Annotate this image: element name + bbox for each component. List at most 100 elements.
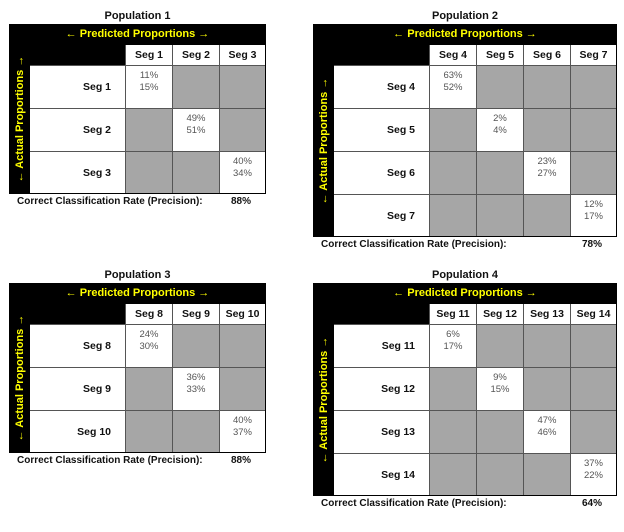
row-header: Seg 1 (30, 65, 125, 108)
diagonal-cell: 37% 22% (570, 453, 616, 495)
predicted-proportion: 37% (583, 458, 603, 469)
diagonal-cell: 9% 15% (476, 367, 523, 410)
column-header: Seg 5 (476, 45, 523, 65)
off-diagonal-cell (570, 367, 616, 410)
actual-proportion: 30% (139, 341, 159, 352)
row-header: Seg 4 (334, 65, 429, 108)
diagonal-cell: 63% 52% (429, 65, 476, 108)
actual-proportion: 33% (186, 384, 206, 395)
actual-proportion: 15% (139, 82, 159, 93)
row-header: Seg 6 (334, 151, 429, 194)
off-diagonal-cell (172, 324, 219, 367)
diagonal-cell: 23% 27% (523, 151, 570, 194)
actual-axis-label: ← Actual Proportions → (13, 314, 26, 442)
predicted-proportion: 23% (537, 156, 557, 167)
off-diagonal-cell (476, 151, 523, 194)
off-diagonal-cell (429, 453, 476, 495)
panel-title: Population 4 (432, 269, 498, 281)
diagonal-cell: 40% 37% (219, 410, 265, 452)
row-header: Seg 8 (30, 324, 125, 367)
off-diagonal-cell (429, 410, 476, 453)
predicted-axis-label: ← Predicted Proportions → (65, 28, 210, 40)
matrix-table: ← Predicted Proportions → ← Actual Propor… (9, 283, 266, 453)
footer-label: Correct Classification Rate (Precision): (321, 498, 507, 509)
off-diagonal-cell (476, 410, 523, 453)
actual-proportion: 51% (186, 125, 206, 136)
matrix-panel-2: Population 2 ← Predicted Proportions → ← A… (313, 10, 617, 250)
row-header: Seg 12 (334, 367, 429, 410)
actual-axis-label: ← Actual Proportions → (13, 55, 26, 183)
actual-proportion: 46% (537, 427, 557, 438)
predicted-proportion: 36% (186, 372, 206, 383)
matrix-table: ← Predicted Proportions → ← Actual Propor… (313, 24, 617, 237)
footer-label: Correct Classification Rate (Precision): (17, 196, 203, 207)
row-header: Seg 7 (334, 194, 429, 236)
column-header: Seg 12 (476, 304, 523, 324)
column-header: Seg 1 (125, 45, 172, 65)
off-diagonal-cell (125, 367, 172, 410)
off-diagonal-cell (570, 151, 616, 194)
actual-proportion: 15% (490, 384, 510, 395)
predicted-axis-label: ← Predicted Proportions → (65, 287, 210, 299)
row-header: Seg 10 (30, 410, 125, 452)
diagonal-cell: 11% 15% (125, 65, 172, 108)
off-diagonal-cell (429, 151, 476, 194)
row-header: Seg 13 (334, 410, 429, 453)
column-header: Seg 2 (172, 45, 219, 65)
off-diagonal-cell (476, 65, 523, 108)
panel-title: Population 1 (104, 10, 171, 22)
off-diagonal-cell (570, 324, 616, 367)
column-header: Seg 3 (219, 45, 265, 65)
diagonal-cell: 2% 4% (476, 108, 523, 151)
diagonal-cell: 36% 33% (172, 367, 219, 410)
predicted-proportion: 63% (443, 70, 463, 81)
diagonal-cell: 12% 17% (570, 194, 616, 236)
actual-axis-band: ← Actual Proportions → (313, 303, 334, 496)
footer-label: Correct Classification Rate (Precision): (17, 455, 203, 466)
off-diagonal-cell (172, 65, 219, 108)
matrix-table: ← Predicted Proportions → ← Actual Propor… (313, 283, 617, 496)
footer-value: 88% (231, 196, 252, 207)
off-diagonal-cell (125, 410, 172, 452)
footer-label: Correct Classification Rate (Precision): (321, 239, 507, 250)
matrix-panel-1: Population 1 ← Predicted Proportions → ← A… (9, 10, 266, 207)
row-header: Seg 11 (334, 324, 429, 367)
column-header: Seg 4 (429, 45, 476, 65)
actual-axis-band: ← Actual Proportions → (9, 44, 30, 194)
actual-proportion: 52% (443, 82, 463, 93)
off-diagonal-cell (125, 108, 172, 151)
actual-proportion: 37% (232, 427, 252, 438)
off-diagonal-cell (570, 410, 616, 453)
matrix-panel-3: Population 3 ← Predicted Proportions → ← A… (9, 269, 266, 466)
off-diagonal-cell (523, 367, 570, 410)
row-header: Seg 9 (30, 367, 125, 410)
diagonal-cell: 49% 51% (172, 108, 219, 151)
off-diagonal-cell (523, 324, 570, 367)
actual-axis-label: ← Actual Proportions → (317, 336, 330, 463)
actual-proportion: 27% (537, 168, 557, 179)
diagonal-cell: 40% 34% (219, 151, 265, 193)
off-diagonal-cell (172, 151, 219, 193)
column-header: Seg 11 (429, 304, 476, 324)
predicted-axis-label: ← Predicted Proportions → (393, 28, 537, 40)
predicted-proportion: 2% (493, 113, 507, 124)
off-diagonal-cell (125, 151, 172, 193)
column-header: Seg 6 (523, 45, 570, 65)
off-diagonal-cell (523, 108, 570, 151)
row-header: Seg 14 (334, 453, 429, 495)
panel-title: Population 3 (104, 269, 171, 281)
row-header: Seg 2 (30, 108, 125, 151)
predicted-proportion: 12% (583, 199, 603, 210)
off-diagonal-cell (523, 65, 570, 108)
actual-axis-band: ← Actual Proportions → (9, 303, 30, 453)
off-diagonal-cell (476, 324, 523, 367)
actual-axis-band: ← Actual Proportions → (313, 44, 334, 237)
column-header: Seg 8 (125, 304, 172, 324)
off-diagonal-cell (570, 108, 616, 151)
actual-proportion: 4% (493, 125, 507, 136)
footer-value: 88% (231, 455, 252, 466)
column-header: Seg 13 (523, 304, 570, 324)
predicted-proportion: 40% (232, 156, 252, 167)
matrix-table: ← Predicted Proportions → ← Actual Propor… (9, 24, 266, 194)
column-header: Seg 7 (570, 45, 616, 65)
